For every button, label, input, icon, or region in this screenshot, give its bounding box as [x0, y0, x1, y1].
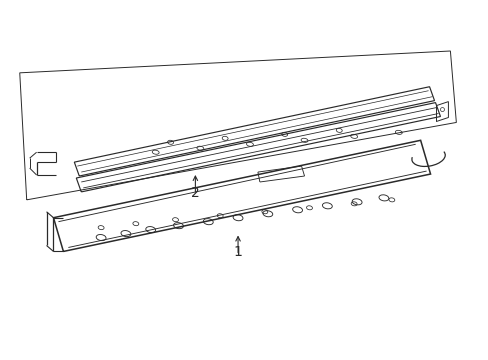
Text: 2: 2	[191, 186, 200, 200]
Text: 1: 1	[233, 246, 242, 260]
